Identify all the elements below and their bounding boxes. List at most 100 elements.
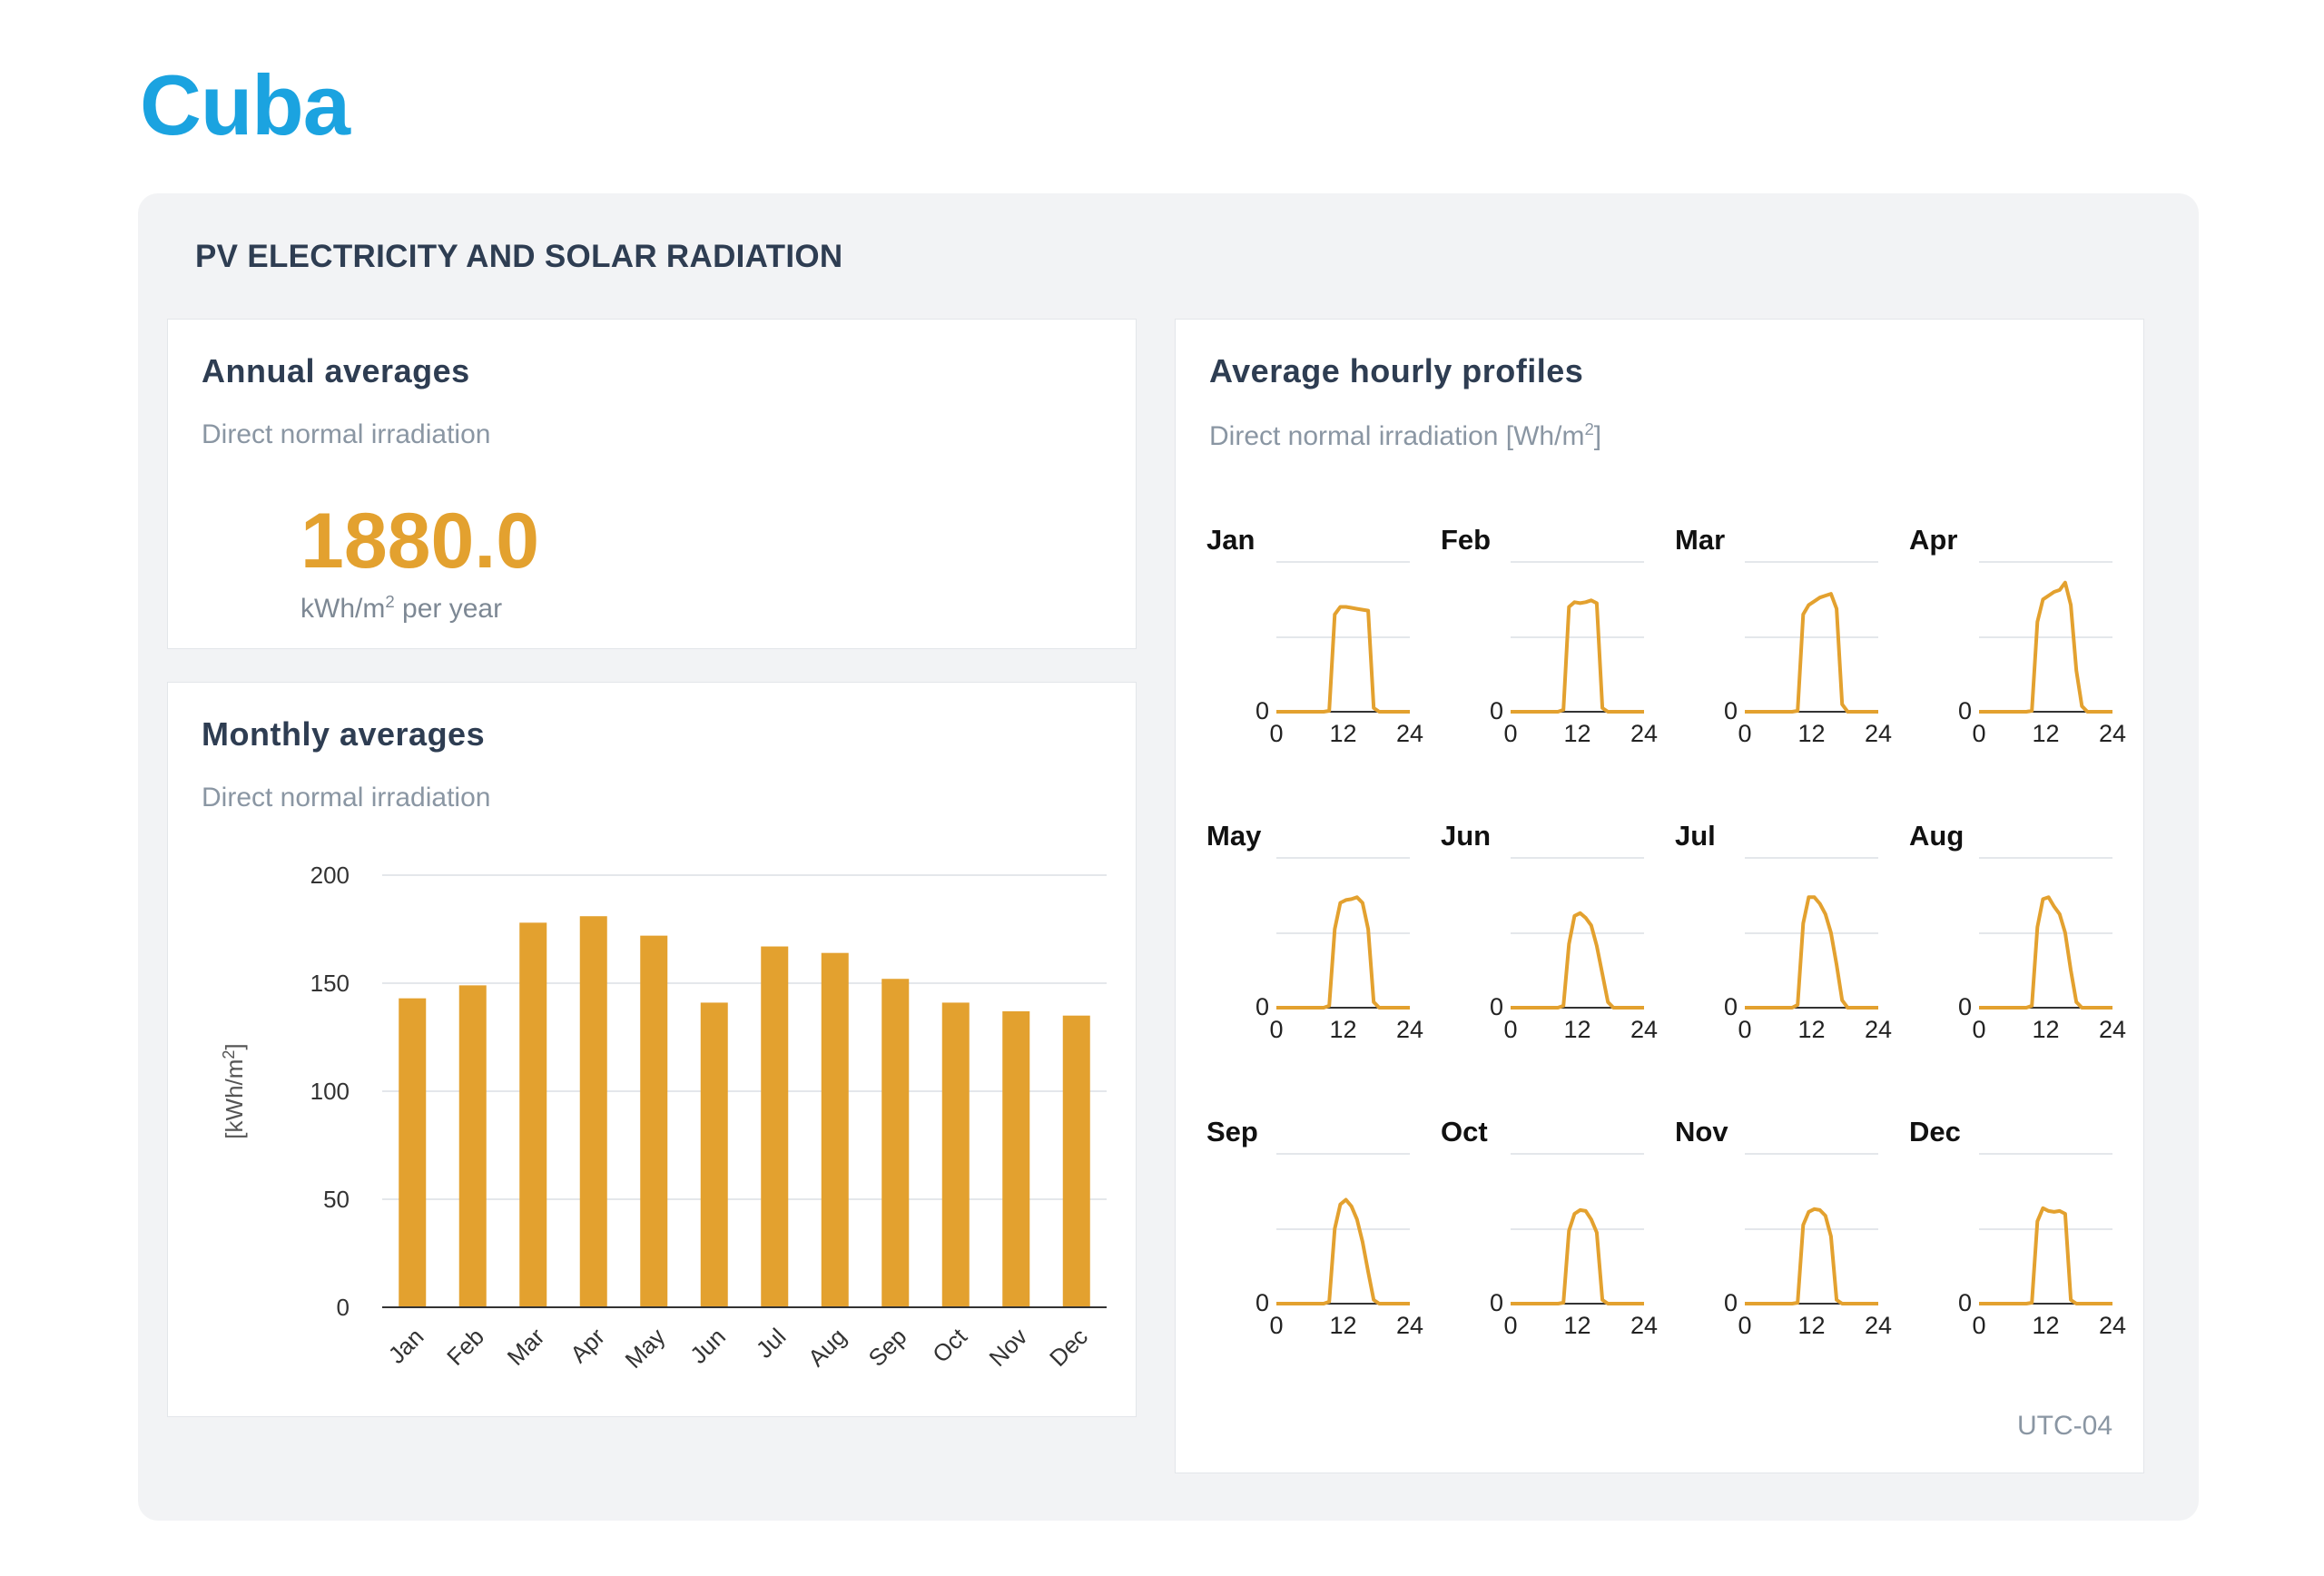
- hourly-ytick-label: 0: [1724, 697, 1738, 724]
- hourly-profiles-title: Average hourly profiles: [1209, 352, 1584, 389]
- hourly-xtick-label: 0: [1269, 720, 1283, 747]
- hourly-xtick-label: 24: [1396, 1312, 1423, 1339]
- hourly-ytick-label: 0: [1724, 1289, 1738, 1316]
- hourly-xtick-label: 24: [1630, 720, 1658, 747]
- hourly-xtick-label: 0: [1269, 1016, 1283, 1043]
- hourly-line-mar: [1745, 592, 1878, 714]
- hourly-xtick-label: 12: [1797, 1016, 1825, 1043]
- hourly-xtick-label: 0: [1503, 720, 1517, 747]
- annual-averages-title: Annual averages: [202, 352, 470, 389]
- timezone-label: UTC-04: [2016, 1411, 2112, 1441]
- hourly-line-nov: [1745, 1207, 1878, 1305]
- pv-section-panel: PV ELECTRICITY AND SOLAR RADIATION Annua…: [138, 193, 2199, 1521]
- monthly-bar-sep: [881, 979, 910, 1307]
- hourly-xtick-label: 24: [2099, 720, 2126, 747]
- hourly-xtick-label: 12: [1563, 1312, 1590, 1339]
- hourly-line-dec: [1979, 1206, 2112, 1305]
- monthly-xtick-label: Jul: [751, 1323, 792, 1364]
- hourly-month-label-jul: Jul: [1675, 820, 1716, 852]
- monthly-xtick-label: Oct: [927, 1322, 972, 1367]
- hourly-xtick-label: 24: [1630, 1016, 1658, 1043]
- hourly-ytick-label: 0: [1490, 697, 1503, 724]
- hourly-xtick-label: 0: [1738, 720, 1751, 747]
- hourly-ytick-label: 0: [1490, 1289, 1503, 1316]
- hourly-ytick-label: 0: [1958, 1289, 1972, 1316]
- monthly-xtick-label: Aug: [803, 1323, 852, 1372]
- hourly-month-label-oct: Oct: [1441, 1116, 1488, 1148]
- annual-value: 1880.0: [300, 497, 540, 585]
- hourly-xtick-label: 12: [1797, 720, 1825, 747]
- monthly-xtick-label: Apr: [565, 1323, 610, 1368]
- hourly-xtick-label: 12: [2032, 720, 2059, 747]
- hourly-ytick-label: 0: [1256, 1289, 1269, 1316]
- hourly-month-label-mar: Mar: [1675, 524, 1725, 556]
- monthly-averages-card: Monthly averages Direct normal irradiati…: [167, 682, 1137, 1417]
- hourly-xtick-label: 12: [2032, 1016, 2059, 1043]
- hourly-ytick-label: 0: [1256, 697, 1269, 724]
- monthly-averages-subtitle: Direct normal irradiation: [202, 783, 491, 813]
- annual-unit-prefix: kWh/m: [300, 594, 386, 624]
- monthly-xtick-label: Jun: [684, 1323, 731, 1369]
- hourly-ytick-label: 0: [1490, 993, 1503, 1020]
- monthly-bar-jun: [700, 1002, 728, 1307]
- monthly-bar-dec: [1062, 1015, 1090, 1307]
- hourly-xtick-label: 24: [1396, 720, 1423, 747]
- hourly-xtick-label: 12: [2032, 1312, 2059, 1339]
- hourly-month-label-nov: Nov: [1675, 1116, 1728, 1148]
- hourly-profiles-card: Average hourly profiles Direct normal ir…: [1175, 319, 2144, 1473]
- hourly-ytick-label: 0: [1958, 697, 1972, 724]
- hourly-xtick-label: 0: [1738, 1312, 1751, 1339]
- hourly-xtick-label: 0: [1269, 1312, 1283, 1339]
- monthly-averages-title: Monthly averages: [202, 715, 486, 753]
- hourly-xtick-label: 0: [1738, 1016, 1751, 1043]
- monthly-xtick-label: Dec: [1044, 1323, 1093, 1372]
- monthly-xtick-label: Nov: [984, 1323, 1033, 1372]
- hourly-month-label-aug: Aug: [1909, 820, 1964, 852]
- annual-averages-card: Annual averages Direct normal irradiatio…: [167, 319, 1137, 649]
- monthly-bar-chart: 0 50 100 150 200 Jan Feb Mar Apr May Jun Jul Aug Sep O…: [220, 862, 1107, 1374]
- hourly-ytick-label: 0: [1724, 993, 1738, 1020]
- hourly-xtick-label: 24: [1865, 1016, 1892, 1043]
- hourly-line-jul: [1745, 895, 1878, 1010]
- monthly-ytick-label: 200: [310, 862, 350, 889]
- hourly-xtick-label: 12: [1329, 1312, 1356, 1339]
- hourly-xtick-label: 24: [1396, 1016, 1423, 1043]
- hourly-month-label-jan: Jan: [1206, 524, 1255, 556]
- hourly-xtick-label: 12: [1797, 1312, 1825, 1339]
- hourly-xtick-label: 0: [1503, 1312, 1517, 1339]
- hourly-month-label-jun: Jun: [1441, 820, 1491, 852]
- hourly-xtick-label: 24: [2099, 1312, 2126, 1339]
- monthly-ylabel: [kWh/m2]: [220, 1043, 248, 1138]
- hourly-xtick-label: 24: [1865, 1312, 1892, 1339]
- hourly-month-label-sep: Sep: [1206, 1116, 1258, 1148]
- monthly-bar-may: [640, 935, 668, 1307]
- hourly-line-jan: [1276, 605, 1410, 714]
- monthly-bar-aug: [821, 952, 849, 1307]
- monthly-bar-oct: [941, 1002, 970, 1307]
- hourly-ytick-label: 0: [1958, 993, 1972, 1020]
- monthly-xtick-label: Jan: [383, 1323, 429, 1369]
- monthly-bar-feb: [458, 985, 487, 1307]
- monthly-xtick-label: Mar: [502, 1323, 550, 1371]
- monthly-ytick-label: 150: [310, 970, 350, 997]
- hourly-profiles-subtitle: Direct normal irradiation [Wh/m2]: [1209, 419, 1601, 452]
- hourly-xtick-label: 12: [1329, 720, 1356, 747]
- monthly-bar-jan: [399, 998, 427, 1307]
- monthly-ytick-label: 100: [310, 1078, 350, 1105]
- annual-unit-sup: 2: [385, 592, 395, 611]
- hourly-xtick-label: 12: [1329, 1016, 1356, 1043]
- hourly-month-label-dec: Dec: [1909, 1116, 1961, 1148]
- hourly-xtick-label: 24: [1865, 720, 1892, 747]
- monthly-ytick-label: 50: [323, 1186, 350, 1213]
- section-title: PV ELECTRICITY AND SOLAR RADIATION: [195, 239, 843, 274]
- monthly-bar-apr: [579, 916, 607, 1307]
- monthly-bar-mar: [519, 922, 547, 1307]
- hourly-line-apr: [1979, 580, 2112, 714]
- hourly-xtick-label: 0: [1503, 1016, 1517, 1043]
- hourly-ytick-label: 0: [1256, 993, 1269, 1020]
- monthly-xtick-label: Sep: [863, 1323, 912, 1372]
- hourly-xtick-label: 12: [1563, 720, 1590, 747]
- hourly-xtick-label: 24: [1630, 1312, 1658, 1339]
- hourly-subtitle-sup: 2: [1584, 419, 1594, 438]
